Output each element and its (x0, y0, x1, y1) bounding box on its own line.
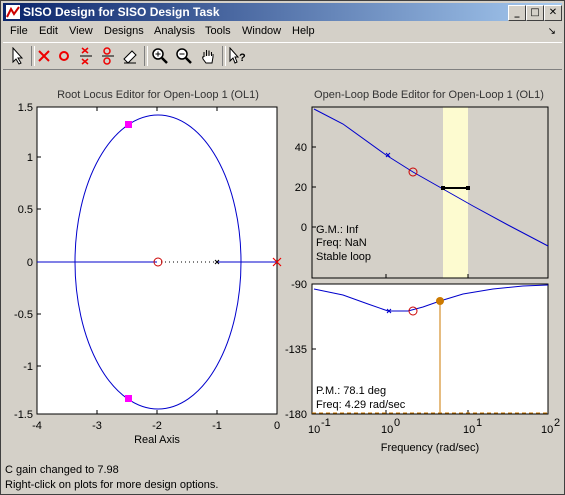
rl-xtick-label: -4 (32, 420, 42, 432)
menu-designs[interactable]: Designs (104, 25, 144, 37)
add-real-zero-icon (57, 49, 71, 63)
whats-this-button[interactable]: ? (227, 45, 249, 67)
freq-tick-base: 10 (308, 424, 320, 436)
add-complex-pole-button[interactable] (75, 45, 97, 67)
menu-window[interactable]: Window (242, 25, 281, 37)
add-complex-zero-icon (101, 47, 115, 65)
phase-info-freq: Freq: 4.29 rad/sec (316, 399, 406, 411)
gain-margin-highlight (443, 107, 468, 278)
rl-xtick-label: -2 (152, 420, 162, 432)
zoom-in-button[interactable] (149, 45, 171, 67)
maximize-icon: □ (530, 7, 539, 18)
rl-ytick-label: 1.5 (18, 102, 33, 114)
rl-ytick-label: -1 (23, 361, 33, 373)
freq-tick-base: 10 (463, 424, 475, 436)
mag-info-stable: Stable loop (316, 251, 371, 263)
close-button[interactable]: ✕ (544, 5, 562, 21)
rl-ytick-label: -1.5 (14, 409, 33, 421)
closed-loop-pole-marker[interactable] (125, 121, 132, 128)
freq-tick-base: 10 (541, 424, 553, 436)
phase-info-pm: P.M.: 78.1 deg (316, 385, 386, 397)
freq-tick-exp: 1 (476, 417, 482, 429)
menu-edit[interactable]: Edit (39, 25, 58, 37)
rl-xtick-label: -1 (212, 420, 222, 432)
toolbar-separator (222, 46, 226, 66)
zoom-out-icon (176, 48, 192, 64)
pan-button[interactable] (197, 45, 219, 67)
maximize-button[interactable]: □ (526, 5, 544, 21)
freq-tick-exp: 2 (554, 417, 560, 429)
menu-view[interactable]: View (69, 25, 93, 37)
closed-loop-pole-marker[interactable] (125, 395, 132, 402)
bode-title: Open-Loop Bode Editor for Open-Loop 1 (O… (314, 89, 544, 101)
add-real-pole-icon (37, 49, 51, 63)
app-icon (6, 5, 20, 19)
status-bar: C gain changed to 7.98 Right-click on pl… (5, 463, 218, 493)
plot-area: Root Locus Editor for Open-Loop 1 (OL1) … (3, 69, 562, 461)
menu-tools[interactable]: Tools (205, 25, 231, 37)
title-bar: SISO Design for SISO Design Task _ □ ✕ (3, 3, 562, 21)
add-complex-zero-button[interactable] (97, 45, 119, 67)
root-locus-title: Root Locus Editor for Open-Loop 1 (OL1) (57, 89, 259, 101)
zoom-in-icon (152, 48, 168, 64)
pointer-icon (10, 47, 26, 65)
toolbar-separator (144, 46, 148, 66)
whats-this-icon: ? (228, 47, 248, 65)
rl-xtick-label: -3 (92, 420, 102, 432)
svg-text:?: ? (239, 52, 246, 64)
rl-xtick-label: 0 (274, 420, 280, 432)
rl-ytick-label: 0 (27, 257, 33, 269)
freq-tick-base: 10 (381, 424, 393, 436)
menu-file[interactable]: File (10, 25, 28, 37)
freq-tick-exp: 0 (394, 417, 400, 429)
phase-ytick-label: -135 (285, 344, 307, 356)
rl-ytick-label: 1 (27, 152, 33, 164)
close-icon: ✕ (549, 7, 557, 18)
status-line-2: Right-click on plots for more design opt… (5, 478, 218, 493)
mag-ytick-label: 0 (301, 222, 307, 234)
menu-help[interactable]: Help (292, 25, 315, 37)
mag-info-gm: G.M.: Inf (316, 224, 359, 236)
minimize-icon: _ (515, 7, 520, 18)
mag-ytick-label: 40 (295, 142, 307, 154)
bode-xlabel: Frequency (rad/sec) (381, 442, 479, 454)
editors-canvas: Root Locus Editor for Open-Loop 1 (OL1) … (3, 69, 562, 461)
pan-hand-icon (200, 48, 216, 64)
gain-margin-handle[interactable] (441, 186, 445, 190)
phase-ytick-label: -180 (285, 409, 307, 421)
minimize-button[interactable]: _ (508, 5, 526, 21)
phase-ytick-label: -90 (291, 279, 307, 291)
menu-dock-arrow-icon[interactable]: ↘ (548, 26, 556, 37)
eraser-button[interactable] (119, 45, 141, 67)
rl-ytick-label: -0.5 (14, 309, 33, 321)
freq-tick-exp: -1 (321, 417, 331, 429)
window-title: SISO Design for SISO Design Task (23, 5, 220, 19)
add-complex-pole-icon (79, 47, 93, 65)
status-line-1: C gain changed to 7.98 (5, 463, 218, 478)
menu-analysis[interactable]: Analysis (154, 25, 195, 37)
zoom-out-button[interactable] (173, 45, 195, 67)
mag-ytick-label: 20 (295, 182, 307, 194)
menu-bar: File Edit View Designs Analysis Tools Wi… (3, 23, 562, 41)
gain-margin-handle[interactable] (466, 186, 470, 190)
add-real-pole-button[interactable] (33, 45, 55, 67)
pointer-tool[interactable] (7, 45, 29, 67)
rl-xlabel: Real Axis (134, 434, 180, 446)
mag-info-freq: Freq: NaN (316, 237, 367, 249)
rl-ytick-label: 0.5 (18, 204, 33, 216)
add-real-zero-button[interactable] (53, 45, 75, 67)
eraser-icon (122, 48, 138, 64)
toolbar: ? (3, 42, 562, 70)
phase-margin-marker[interactable] (436, 297, 444, 305)
